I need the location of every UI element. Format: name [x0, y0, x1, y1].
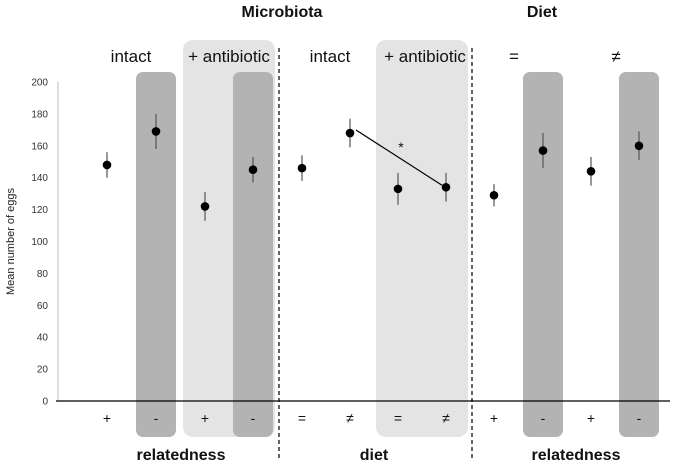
y-tick-label: 80 [37, 269, 49, 280]
y-tick-label: 60 [37, 301, 49, 312]
data-point [393, 184, 403, 194]
category-label: - [251, 410, 256, 426]
y-tick-label: 140 [31, 173, 48, 184]
y-axis-title: Mean number of eggs [5, 187, 17, 295]
y-tick-label: 120 [31, 205, 48, 216]
data-point [634, 141, 644, 151]
dark-shaded-band [619, 72, 659, 437]
y-tick-label: 40 [37, 333, 49, 344]
condition-label: ≠ [611, 47, 620, 66]
plot-frame [56, 48, 670, 460]
category-label: - [637, 410, 642, 426]
y-tick-label: 20 [37, 365, 49, 376]
condition-label: + antibiotic [188, 47, 270, 66]
light-shaded-band [376, 40, 468, 437]
significance-line [355, 129, 443, 186]
data-point [102, 160, 112, 170]
category-label: = [298, 410, 306, 426]
y-tick-label: 200 [31, 78, 48, 89]
condition-label: intact [310, 47, 351, 66]
data-point [297, 163, 307, 173]
significance-star: * [398, 139, 404, 155]
group-label: relatedness [137, 447, 226, 464]
condition-label: + antibiotic [384, 47, 466, 66]
data-point [345, 128, 355, 138]
category-label: + [201, 410, 209, 426]
category-label: + [103, 410, 111, 426]
data-point [441, 182, 451, 192]
y-tick-label: 0 [42, 397, 48, 408]
category-label: ≠ [442, 410, 450, 426]
section-title: Microbiota [242, 4, 323, 21]
data-point [586, 167, 596, 176]
data-point [200, 202, 210, 211]
data-points [102, 113, 644, 221]
section-title: Diet [527, 4, 558, 21]
data-point [538, 146, 548, 155]
group-label: diet [360, 447, 389, 464]
data-point [248, 165, 258, 175]
shaded-bands [136, 40, 659, 437]
data-point [151, 127, 161, 136]
dark-shaded-band [233, 72, 273, 437]
condition-label: intact [111, 47, 152, 66]
category-label: + [490, 410, 498, 426]
category-label: - [541, 410, 546, 426]
condition-label: = [509, 47, 519, 66]
category-label: + [587, 410, 595, 426]
dark-shaded-band [523, 72, 563, 437]
category-label: - [154, 410, 159, 426]
group-label: relatedness [532, 447, 621, 464]
y-tick-label: 180 [31, 109, 48, 120]
chart-labels: 0 20 40 60 80 100 120 140 160 180 200 Mean number o… [5, 4, 642, 464]
y-tick-label: 100 [31, 237, 48, 248]
category-label: = [394, 410, 402, 426]
y-tick-label: 160 [31, 141, 48, 152]
category-label: ≠ [346, 410, 354, 426]
data-point [489, 190, 499, 200]
dark-shaded-band [136, 72, 176, 437]
